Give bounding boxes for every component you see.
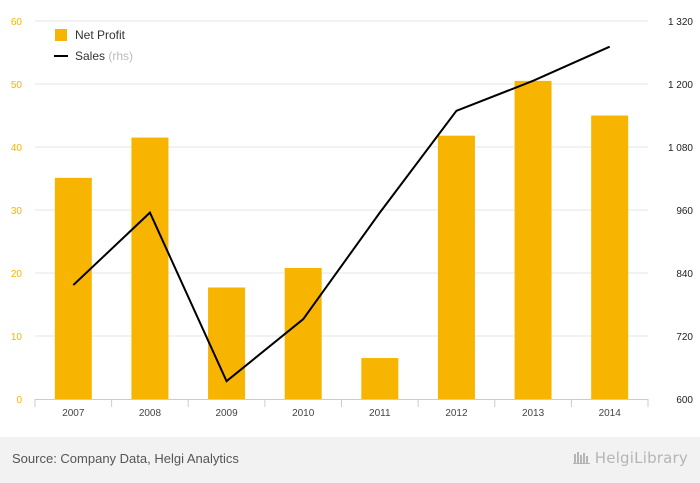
footer: Source: Company Data, Helgi Analytics He…: [0, 437, 700, 483]
bookshelf-icon: [572, 452, 590, 464]
y-right-tick-label: 840: [676, 269, 693, 280]
x-tick-label: 2013: [522, 408, 545, 419]
y-left-tick-label: 0: [16, 395, 22, 406]
net-profit-bar: [591, 115, 629, 399]
legend-sales-name: Sales: [75, 49, 108, 63]
y-right-tick-label: 1 200: [668, 80, 693, 91]
net-profit-bar: [54, 177, 92, 399]
x-tick-label: 2009: [215, 408, 238, 419]
y-right-tick-label: 600: [676, 395, 693, 406]
y-left-tick-label: 50: [11, 80, 23, 91]
x-tick-label: 2014: [599, 408, 622, 419]
net-profit-bars: [54, 80, 629, 400]
sales-line-group: [72, 45, 611, 383]
axes: 0 10 20 30 40 50 60 600 720 840 960 1 080 1 200 1 320…: [11, 17, 694, 419]
legend-sales-suffix: (rhs): [108, 49, 133, 63]
x-tick-label: 2011: [369, 408, 391, 419]
y-left-tick-label: 60: [11, 17, 23, 28]
source-note: Source: Company Data, Helgi Analytics: [12, 451, 239, 466]
x-tick-label: 2007: [62, 408, 85, 419]
y-right-tick-label: 1 080: [668, 143, 693, 154]
y-left-tick-label: 30: [11, 206, 23, 217]
sales-line: [72, 45, 611, 383]
y-left-tick-label: 40: [11, 143, 23, 154]
combo-chart: 0 10 20 30 40 50 60 600 720 840 960 1 080 1 200 1 320…: [11, 17, 694, 419]
y-right-tick-label: 720: [676, 332, 693, 343]
y-right-tick-label: 960: [676, 206, 693, 217]
legend-label-sales: Sales (rhs): [75, 49, 133, 63]
net-profit-bar: [514, 80, 552, 399]
y-left-tick-label: 10: [11, 332, 23, 343]
x-tick-label: 2008: [139, 408, 162, 419]
net-profit-bar: [284, 267, 322, 399]
x-tick-label: 2012: [445, 408, 468, 419]
legend-label-net-profit: Net Profit: [75, 28, 126, 42]
legend: Net Profit Sales (rhs): [54, 28, 133, 63]
brand-name: HelgiLibrary: [594, 449, 688, 467]
net-profit-bar: [131, 137, 169, 400]
brand-logo: HelgiLibrary: [572, 449, 688, 467]
y-right-tick-label: 1 320: [668, 17, 693, 28]
net-profit-bar: [437, 135, 475, 399]
legend-swatch-net-profit: [55, 29, 67, 41]
x-tick-label: 2010: [292, 408, 315, 419]
net-profit-bar: [361, 358, 399, 399]
y-left-tick-label: 20: [11, 269, 23, 280]
grid-lines: [35, 20, 648, 337]
